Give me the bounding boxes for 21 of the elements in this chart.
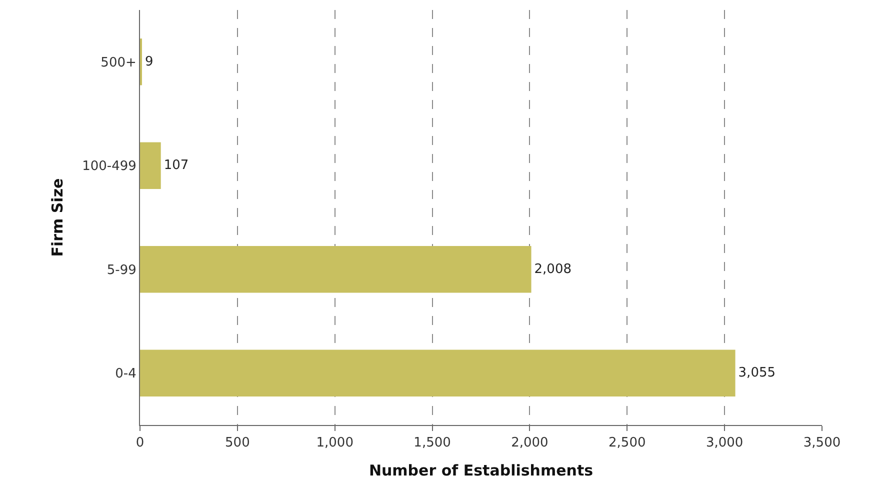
x-tick-label: 1,000: [316, 436, 354, 451]
y-tick-label: 0-4: [115, 366, 136, 382]
data-label: 107: [164, 158, 189, 174]
y-axis-title: Firm Size: [48, 178, 66, 257]
data-label: 9: [145, 54, 154, 70]
data-label: 2,008: [534, 262, 572, 277]
y-tick-label: 5-99: [106, 262, 136, 278]
x-tick-label: 2,500: [608, 436, 646, 451]
bar: [140, 142, 161, 189]
y-tick-label: 500+: [100, 55, 136, 70]
bar: [140, 246, 532, 293]
x-tick-label: 3,500: [803, 436, 841, 451]
data-label: 3,055: [738, 366, 776, 381]
x-tick-label: 500: [225, 436, 250, 451]
x-tick-label: 0: [136, 436, 144, 451]
x-tick-label: 3,000: [706, 436, 744, 451]
x-axis-title: Number of Establishments: [368, 462, 594, 480]
x-tick-label: 2,000: [511, 436, 548, 451]
x-tick-label: 1,500: [414, 436, 451, 451]
bar: [140, 350, 736, 396]
y-tick-label: 100-499: [82, 159, 136, 174]
